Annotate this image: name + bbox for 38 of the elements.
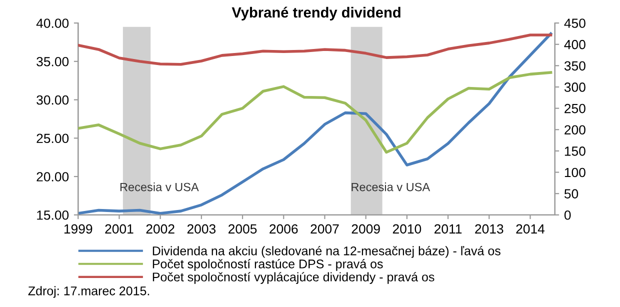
- x-tick-label: 2003: [187, 224, 216, 234]
- y2-tick-label: 200: [564, 125, 586, 135]
- y-tick-label: 35.00: [36, 56, 69, 66]
- line-series: [78, 32, 552, 215]
- x-tick-label: 2014: [516, 224, 545, 234]
- x-tick-label: 2002: [146, 224, 174, 234]
- x-tick-label: 2006: [270, 224, 298, 234]
- x-tick-label: 1999: [64, 224, 92, 234]
- y-tick-label: 20.00: [36, 172, 69, 182]
- y-tick-label: 40.00: [36, 18, 69, 28]
- x-tick-label: 2009: [352, 224, 380, 234]
- y2-tick-label: 400: [564, 40, 586, 50]
- line-series: [78, 71, 552, 154]
- legend-label: Dividenda na akciu (sledované na 12-mesačnej báze) - ľavá os: [152, 246, 500, 258]
- y2-tick-label: 450: [564, 18, 586, 28]
- annotation: Recesia v USA: [120, 182, 199, 192]
- x-tick-label: 2007: [310, 224, 339, 234]
- x-tick-label: 2010: [392, 224, 422, 234]
- y2-tick-label: 250: [564, 104, 586, 114]
- annotation: Recesia v USA: [352, 182, 430, 192]
- y2-tick-label: 300: [564, 82, 586, 92]
- text: Zdroj: 17.marec 2015.: [28, 286, 150, 298]
- y-tick-label: 30.00: [36, 95, 69, 105]
- y2-tick-label: 350: [564, 61, 586, 71]
- y-tick-label: 15.00: [37, 210, 69, 220]
- y2-tick-label: 50: [564, 189, 578, 198]
- y2-tick-label: 0: [564, 210, 571, 220]
- legend-label: Počet spoločností rastúce DPS - pravá os: [152, 259, 383, 271]
- y2-tick-label: 100: [564, 168, 586, 178]
- chart-title: Vybrané trendy dividend: [232, 6, 400, 20]
- legend-label: Počet spoločností vyplácajúce dividendy - pravá os: [152, 272, 434, 284]
- y-tick-label: 25.00: [36, 134, 69, 144]
- x-tick-label: 2005: [228, 224, 257, 234]
- x-tick-label: 2001: [105, 224, 134, 234]
- line-series: [78, 34, 552, 66]
- x-tick-label: 2011: [434, 224, 462, 234]
- y2-tick-label: 150: [564, 146, 586, 156]
- x-tick-label: 2013: [475, 224, 504, 234]
